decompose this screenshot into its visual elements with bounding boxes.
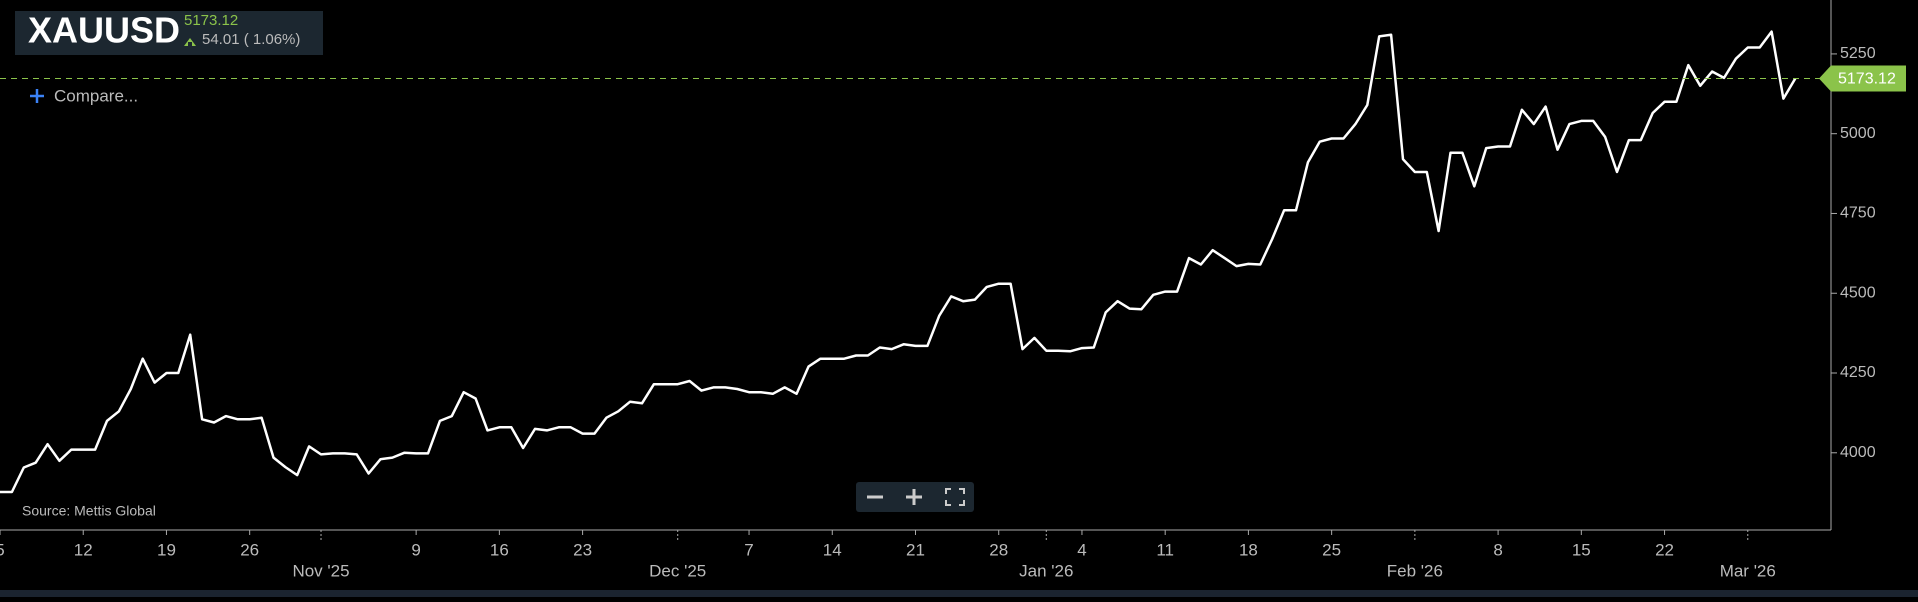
y-tick-label: 5250 <box>1840 45 1876 62</box>
compare-icon[interactable] <box>30 89 44 103</box>
x-month-label: Nov '25 <box>292 561 349 580</box>
source: Source: Mettis Global <box>22 503 156 519</box>
x-tick-label: 19 <box>157 540 176 559</box>
compare-button[interactable]: Compare... <box>54 86 138 105</box>
y-tick-label: 5000 <box>1840 125 1876 142</box>
x-month-label: Dec '25 <box>649 561 706 580</box>
x-tick-label: 7 <box>744 540 753 559</box>
x-tick-label: 11 <box>1156 540 1174 559</box>
last-price: 5173.12 <box>184 12 238 29</box>
x-tick-label: 25 <box>1322 540 1341 559</box>
last-price-tag-label: 5173.12 <box>1838 71 1896 88</box>
x-tick-label: 12 <box>74 540 93 559</box>
price-line <box>0 30 1797 494</box>
x-tick-label: 21 <box>906 540 925 559</box>
x-tick-label: 5 <box>0 540 5 559</box>
fullscreen[interactable] <box>945 488 965 506</box>
x-tick-label: 16 <box>490 540 509 559</box>
x-tick-label: 18 <box>1239 540 1258 559</box>
y-tick-label: 4000 <box>1840 444 1876 461</box>
symbol: XAUUSD <box>28 10 180 51</box>
y-tick-label: 4250 <box>1840 364 1876 381</box>
x-tick-label: 23 <box>573 540 592 559</box>
last-price-tag <box>1819 65 1906 92</box>
up-arrow <box>184 38 196 46</box>
x-tick-label: 8 <box>1493 540 1502 559</box>
symbol-box <box>15 11 323 55</box>
bottom-bar <box>0 590 1918 597</box>
change: 54.01 ( 1.06%) <box>202 31 300 48</box>
y-tick-label: 4750 <box>1840 205 1876 222</box>
zoom-in[interactable] <box>906 489 922 505</box>
x-tick-label: 28 <box>989 540 1008 559</box>
x-month-label: Jan '26 <box>1019 561 1073 580</box>
x-tick-label: 15 <box>1572 540 1591 559</box>
x-month-label: Mar '26 <box>1720 561 1776 580</box>
x-month-label: Feb '26 <box>1387 561 1443 580</box>
x-tick-label: 9 <box>411 540 420 559</box>
x-tick-label: 26 <box>240 540 259 559</box>
x-tick-label: 4 <box>1077 540 1086 559</box>
x-tick-label: 14 <box>823 540 842 559</box>
y-tick-label: 4500 <box>1840 284 1876 301</box>
x-tick-label: 22 <box>1655 540 1674 559</box>
